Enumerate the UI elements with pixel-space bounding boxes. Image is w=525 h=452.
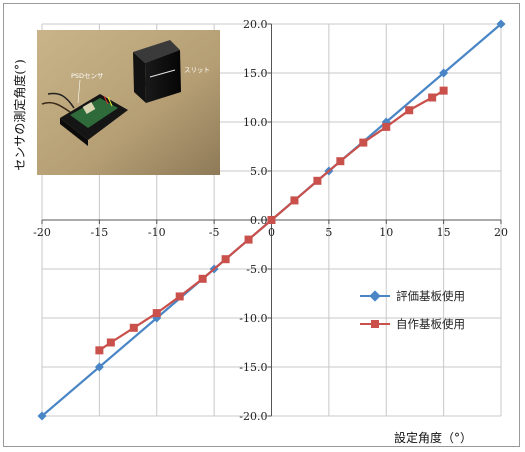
data-point-square: [244, 235, 253, 244]
legend: 評価基板使用 自作基板使用: [360, 289, 465, 331]
data-point-square: [439, 86, 448, 95]
data-point-square: [336, 157, 345, 166]
x-tick-label: 0: [268, 226, 275, 239]
series-layer: [37, 19, 506, 421]
y-tick-label: 10.0: [243, 116, 268, 129]
cable-2: [47, 92, 75, 109]
y-tick-label: -20.0: [239, 410, 267, 423]
x-tick-label: 5: [325, 226, 332, 239]
x-tick-label: -10: [148, 226, 166, 239]
data-point-square: [175, 292, 184, 301]
y-tick-label: 15.0: [243, 67, 268, 80]
x-tick-label: 20: [494, 226, 508, 239]
slit-box-front: [145, 50, 181, 103]
photo-background: [37, 30, 220, 175]
y-tick-label: 0.0: [250, 214, 268, 227]
lead-red: [103, 95, 109, 105]
data-point-square: [106, 338, 115, 347]
data-point-square: [95, 346, 104, 355]
data-point-diamond: [439, 68, 449, 78]
y-axis-title: センサの測定角度(°): [12, 59, 27, 170]
x-tick-label: 10: [379, 226, 393, 239]
legend-label-1: 評価基板使用: [396, 289, 465, 303]
x-tick-label: -15: [91, 226, 109, 239]
data-point-square: [313, 176, 322, 185]
data-point-square: [267, 216, 276, 224]
data-point-square: [428, 93, 437, 102]
slit-box-top: [133, 40, 180, 63]
legend-item-series-2: 自作基板使用: [360, 317, 465, 331]
board-edge: [60, 118, 88, 146]
circuit-board: [70, 98, 118, 128]
x-tick-label: -20: [33, 226, 51, 239]
y-tick-label: -15.0: [239, 361, 267, 374]
x-axis-title: 設定角度（°）: [394, 430, 472, 445]
label-slit: スリット: [184, 66, 210, 74]
pointer-sensor: [77, 79, 81, 104]
data-point-square: [405, 106, 414, 115]
series-2: [95, 86, 448, 355]
data-point-square: [129, 323, 138, 332]
tick-labels: -20 -15 -10 -5 0 5 10 15 20 -20.0 -15.0 -10.0 -5.0 0.…: [33, 18, 508, 423]
legend-marker-square: [371, 320, 379, 328]
y-tick-label: -5.0: [246, 263, 267, 276]
lead-yellow: [107, 96, 113, 107]
slit-line: [149, 69, 176, 78]
data-point-square: [359, 138, 368, 147]
data-point-square: [152, 309, 161, 318]
inset-photo: PSDセンサ スリット: [37, 30, 220, 175]
y-tick-label: 20.0: [243, 18, 268, 31]
y-tick-label: 5.0: [250, 165, 268, 178]
cable-1: [41, 101, 71, 113]
slit-box-side: [133, 52, 146, 103]
label-psd-sensor: PSDセンサ: [71, 72, 104, 80]
data-point-square: [198, 274, 207, 283]
x-tick-label: 15: [437, 226, 451, 239]
legend-marker-diamond: [369, 290, 381, 302]
data-point-square: [382, 122, 391, 131]
psd-sensor-chip: [82, 102, 96, 114]
x-tick-label: -5: [209, 226, 220, 239]
data-point-square: [290, 196, 299, 205]
y-tick-label: -10.0: [239, 312, 267, 325]
legend-label-2: 自作基板使用: [396, 317, 465, 331]
legend-item-series-1: 評価基板使用: [360, 289, 465, 303]
data-point-square: [221, 255, 230, 264]
